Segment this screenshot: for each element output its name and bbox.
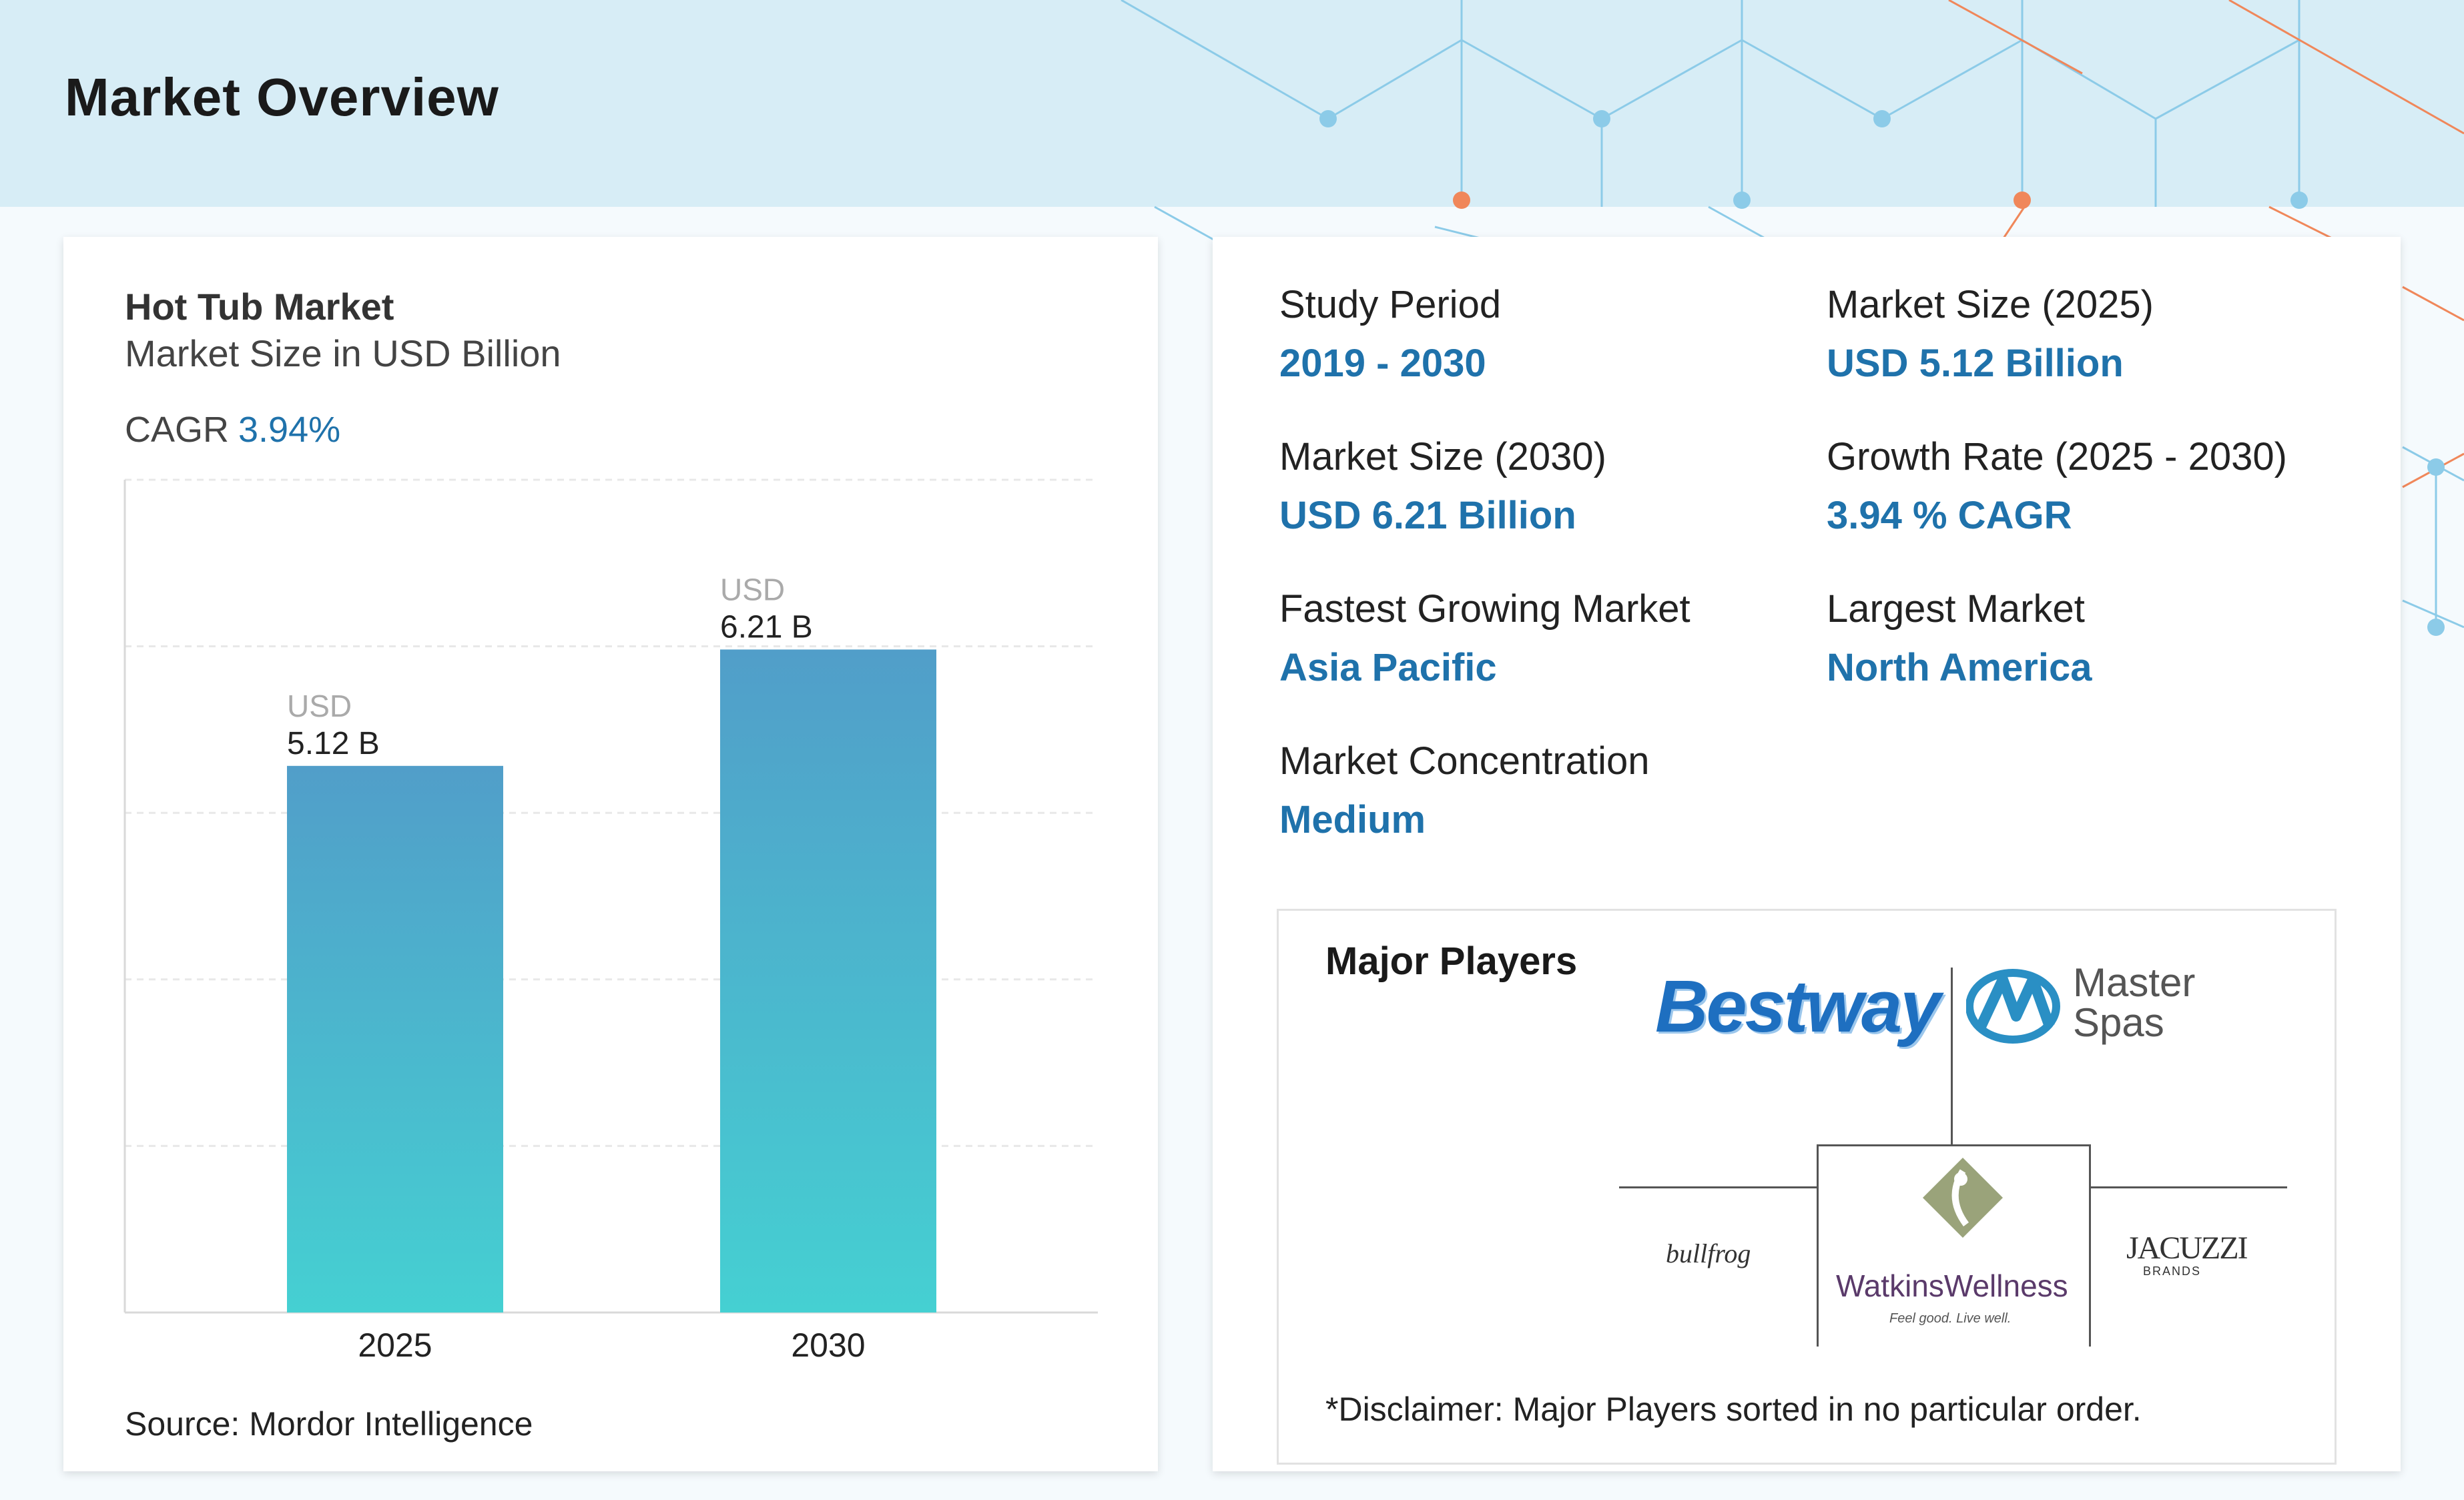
stat-growth-rate-value: 3.94 % CAGR (1827, 494, 2072, 537)
bullfrog-logo: bullfrog (1666, 1238, 1751, 1268)
data-label-value: 5.12 B (287, 726, 380, 761)
chart-subtitle: Market Size in USD Billion (125, 332, 561, 374)
master-spas-logo: Master Spas (1965, 960, 2220, 1063)
bestway-logo: Bestway (1655, 966, 1941, 1048)
watkins-wellness-logo: WatkinsWellness (1836, 1268, 2068, 1303)
watkins-tagline: Feel good. Live well. (1889, 1311, 2012, 1326)
stat-fastest-growing-value: Asia Pacific (1279, 646, 1497, 689)
watkins-wellness-icon (1923, 1158, 2003, 1238)
cagr-label: CAGR (125, 410, 230, 450)
chart-title: Hot Tub Market (125, 286, 394, 328)
stat-market-size-2030-value: USD 6.21 Billion (1279, 494, 1576, 537)
players-title: Major Players (1325, 940, 1578, 983)
bar-2030 (720, 649, 936, 1312)
stat-largest-market-label: Largest Market (1827, 587, 2085, 631)
stat-study-period-value: 2019 - 2030 (1279, 342, 1486, 385)
stat-market-size-2025-value: USD 5.12 Billion (1827, 342, 2124, 385)
stat-fastest-growing-label: Fastest Growing Market (1279, 587, 1690, 631)
stat-growth-rate-label: Growth Rate (2025 - 2030) (1827, 435, 2287, 478)
stat-concentration-value: Medium (1279, 798, 1426, 841)
chart-card: Hot Tub Market Market Size in USD Billio… (63, 237, 1158, 1471)
data-label-prefix: USD (287, 689, 352, 723)
cagr-summary: CAGR 3.94% (125, 409, 340, 450)
x-tick-label: 2025 (358, 1327, 432, 1364)
cagr-value: 3.94% (238, 410, 341, 450)
stat-market-size-2030-label: Market Size (2030) (1279, 435, 1606, 478)
network-decoration (1121, 0, 2464, 636)
stat-study-period-label: Study Period (1279, 283, 1502, 326)
header-banner: Market Overview (0, 0, 2464, 636)
jacuzzi-logo: JACUZZI (2126, 1230, 2248, 1266)
divider (2087, 1186, 2287, 1188)
major-players-panel: Major Players Bestway Master Spas bullfr… (1277, 909, 2337, 1465)
bar-2025 (287, 765, 503, 1312)
stat-market-size-2025-label: Market Size (2025) (1827, 283, 2154, 326)
source-note: Source: Mordor Intelligence (125, 1405, 533, 1443)
stats-card: Study Period 2019 - 2030 Market Size (20… (1213, 237, 2401, 1471)
data-label-prefix: USD (720, 572, 785, 607)
x-tick-label: 2030 (791, 1327, 865, 1364)
jacuzzi-brands-text: BRANDS (2143, 1264, 2202, 1278)
stat-largest-market-value: North America (1827, 646, 2092, 689)
page-title: Market Overview (65, 67, 499, 127)
data-label-value: 6.21 B (720, 609, 813, 645)
divider (1951, 968, 1953, 1144)
stat-concentration-label: Market Concentration (1279, 739, 1650, 783)
divider (1619, 1186, 1817, 1188)
master-spas-icon (1965, 969, 2060, 1044)
players-disclaimer: *Disclaimer: Major Players sorted in no … (1325, 1391, 2142, 1428)
master-spas-text: Master Spas (2073, 960, 2196, 1045)
